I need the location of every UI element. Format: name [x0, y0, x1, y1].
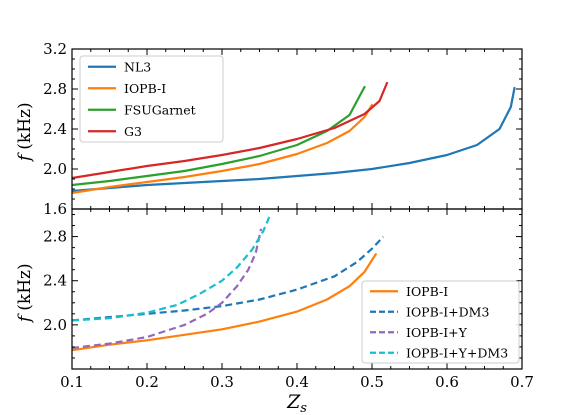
top-panel: 1.6 2.0 2.4 2.8 3.2 f(kHz) NL3 IOPB-I FSUGarne… [15, 40, 523, 218]
bottom-curves [72, 212, 385, 352]
series-line-iopb-i-dm3 [72, 235, 385, 322]
legend-label: IOPB-I+Y [406, 325, 468, 340]
y-tick-label: 2.0 [43, 160, 67, 178]
x-tick-label: 0.4 [285, 373, 309, 391]
series-line-iopb-i [72, 253, 377, 352]
x-tick-label: 0.2 [135, 373, 159, 391]
x-tick-label: 0.6 [435, 373, 459, 391]
series-line-g3 [72, 81, 389, 180]
y-tick-label: 2.8 [43, 228, 67, 246]
series-line-fsugarnet [72, 85, 366, 187]
legend-label: IOPB-I [406, 284, 448, 299]
legend-box [361, 280, 520, 364]
y-tick-label: 3.2 [43, 40, 67, 58]
x-tick-label: 0.3 [210, 373, 234, 391]
y-tick-label: 2.4 [43, 272, 67, 290]
y-tick-label: 2.8 [43, 80, 67, 98]
series-line-nl3 [72, 86, 516, 193]
x-tick-labels: 0.1 0.2 0.3 0.4 0.5 0.6 0.7 [60, 373, 534, 391]
legend-label: G3 [124, 124, 142, 139]
legend-label: IOPB-I+Y+DM3 [406, 345, 508, 360]
top-y-axis-label: f(kHz) [15, 102, 35, 163]
bottom-panel: 2.0 2.4 2.8 0.1 0.2 0.3 0.4 0.5 0.6 0.7 f(kHz) Z… [15, 208, 534, 415]
x-tick-label: 0.5 [360, 373, 384, 391]
y-tick-label: 2.4 [43, 120, 67, 138]
legend-box [79, 55, 224, 143]
y-tick-label: 2.0 [43, 316, 67, 334]
top-y-tick-labels: 1.6 2.0 2.4 2.8 3.2 [43, 40, 67, 218]
legend-label: FSUGarnet [124, 102, 196, 117]
top-curves [72, 81, 516, 195]
series-line-iopb-i-y-dm3 [72, 212, 272, 322]
x-tick-label: 0.1 [60, 373, 84, 391]
series-line-iopb-i-y [72, 228, 263, 350]
bottom-legend: IOPB-I IOPB-I+DM3 IOPB-I+Y IOPB-I+Y+DM3 [361, 280, 520, 364]
x-tick-label: 0.7 [510, 373, 534, 391]
y-tick-label: 1.6 [43, 200, 67, 218]
series-line-iopb-i [72, 103, 374, 195]
x-axis-label: Zs [286, 391, 307, 415]
top-legend: NL3 IOPB-I FSUGarnet G3 [79, 55, 224, 143]
bottom-y-axis-label: f(kHz) [15, 263, 35, 324]
legend-label: IOPB-I+DM3 [406, 304, 489, 319]
bottom-y-tick-labels: 2.0 2.4 2.8 [43, 228, 67, 334]
legend-label: NL3 [124, 59, 151, 74]
legend-label: IOPB-I [124, 81, 166, 96]
